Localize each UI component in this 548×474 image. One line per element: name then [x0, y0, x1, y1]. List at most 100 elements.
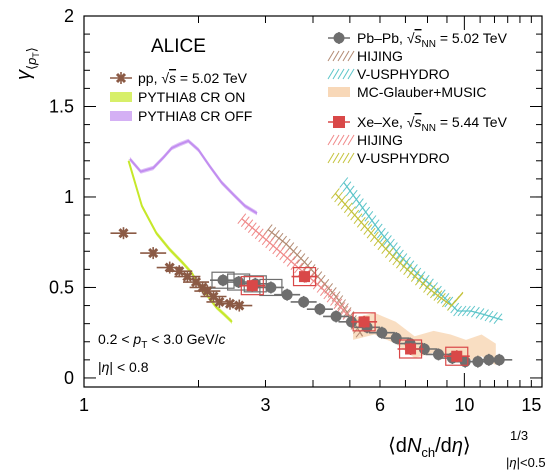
hatch-xe-xe-v-usphydro — [343, 202, 353, 214]
hatch-xe-xe-v-usphydro — [388, 251, 398, 263]
hatch-xe-xe-v-usphydro — [423, 282, 432, 293]
series-layer — [110, 138, 513, 368]
y-axis-title: γ⟨pT⟩ — [13, 47, 41, 80]
legend-label-v-usphydro: V-USPHYDRO — [357, 150, 450, 166]
hatch-xe-xe-v-usphydro — [340, 198, 350, 210]
y-tick-label: 1 — [64, 187, 74, 207]
series-xe-xe-snn-5-44-tev — [239, 267, 470, 366]
legend-swatch-hijing — [327, 50, 355, 62]
legend-swatch-v-usphydro — [327, 152, 355, 164]
hatch-xe-xe-v-usphydro — [337, 195, 347, 206]
hatch-xe-xe-v-usphydro — [385, 247, 394, 259]
legend-label-hijing: HIJING — [357, 48, 403, 64]
hatch-xe-xe-v-usphydro — [334, 191, 343, 203]
point-pb-pb-snn-5-02-tev — [486, 353, 513, 366]
legend-swatch-v-usphydro — [327, 68, 355, 80]
hatch-xe-xe-hijing — [283, 252, 292, 264]
hatch-pb-pb-v-usphydro — [367, 215, 377, 226]
hatch-pb-pb-v-usphydro — [480, 309, 489, 320]
hatch-pb-pb-v-usphydro — [395, 249, 404, 261]
hatch-pb-pb-v-usphydro — [339, 177, 349, 188]
hatch-pb-pb-v-usphydro — [433, 285, 442, 297]
line-pythia8-cr-off — [129, 139, 258, 215]
legend-label-v-usphydro: V-USPHYDRO — [357, 66, 450, 82]
hatch-xe-xe-hijing — [254, 228, 264, 240]
point-xe-xe-snn-5-44-tev — [397, 339, 424, 359]
hatch-xe-xe-v-usphydro — [437, 292, 446, 304]
point-pb-pb-snn-5-02-tev — [290, 295, 317, 308]
legend-label-pp-s-5-02-tev: pp, √s = 5.02 TeV — [138, 70, 248, 86]
series-xe-xe-hijing — [237, 213, 355, 324]
hatch-pb-pb-v-usphydro — [370, 219, 380, 231]
hatch-pb-pb-hijing — [334, 295, 344, 306]
line-pb-pb-v-usphydro — [343, 182, 503, 321]
hatch-xe-xe-v-usphydro — [399, 261, 409, 272]
hatch-pb-pb-hijing — [340, 303, 349, 314]
hatch-pb-pb-v-usphydro — [386, 238, 395, 250]
hatch-xe-xe-hijing — [326, 291, 336, 303]
point-xe-xe-snn-5-44-tev — [291, 267, 318, 287]
line-xe-xe-v-usphydro — [334, 192, 464, 307]
hatch-pb-pb-hijing — [303, 260, 313, 272]
hatch-xe-xe-v-usphydro — [442, 296, 451, 308]
svg-text:⟨dNch/dη⟩: ⟨dNch/dη⟩ — [388, 435, 471, 460]
hatch-pb-pb-v-usphydro — [380, 231, 389, 243]
hatch-xe-xe-hijing — [309, 275, 318, 287]
hatch-pb-pb-v-usphydro — [436, 289, 446, 301]
legend-swatch-mc-glauber-music — [328, 87, 350, 97]
hatch-xe-xe-hijing — [265, 237, 275, 249]
hatch-xe-xe-hijing — [312, 278, 322, 290]
hatch-pb-pb-v-usphydro — [471, 306, 480, 318]
x-tick-label: 6 — [375, 395, 385, 415]
hatch-xe-xe-v-usphydro — [433, 290, 443, 301]
hatch-xe-xe-v-usphydro — [392, 254, 402, 266]
hatch-xe-xe-v-usphydro — [426, 284, 436, 296]
hatch-xe-xe-hijing — [333, 298, 343, 310]
series-pp-s-5-02-tev — [110, 227, 253, 312]
hatch-xe-xe-v-usphydro — [350, 209, 360, 221]
legend-swatch-pb-pb-snn-5-02-tev — [328, 32, 350, 44]
x-axis-title: ⟨dNch/dη⟩ 1/3 |η|<0.5 — [388, 428, 546, 470]
hatch-pb-pb-v-usphydro — [345, 185, 355, 197]
hatch-xe-xe-v-usphydro — [370, 231, 379, 243]
point-pp-s-5-02-tev — [226, 299, 253, 312]
x-tick-label: 3 — [260, 395, 270, 415]
hatch-xe-xe-hijing — [279, 249, 289, 261]
hatch-xe-xe-v-usphydro — [363, 224, 373, 235]
point-pb-pb-snn-5-02-tev — [257, 278, 284, 297]
hatch-xe-xe-v-usphydro — [419, 278, 428, 290]
hatch-xe-xe-v-usphydro — [410, 271, 420, 282]
y-tick-label: 0 — [64, 368, 74, 388]
legend-swatch-pythia8-cr-on — [110, 92, 132, 102]
hatch-pb-pb-v-usphydro — [373, 223, 383, 235]
point-pb-pb-snn-5-02-tev — [274, 288, 301, 301]
hatch-xe-xe-hijing — [339, 305, 349, 317]
hatch-xe-xe-hijing — [286, 256, 296, 267]
hatch-xe-xe-v-usphydro — [430, 287, 439, 299]
legend-swatch-xe-xe-snn-5-44-tev — [328, 116, 350, 128]
hatch-xe-xe-hijing — [261, 234, 271, 246]
y-tick-label: 1.5 — [49, 96, 74, 116]
hatch-xe-xe-hijing — [244, 219, 254, 231]
point-pb-pb-snn-5-02-tev — [368, 326, 395, 339]
annotation-eta-range: |η| < 0.8 — [98, 359, 149, 375]
hatch-xe-xe-hijing — [258, 231, 268, 243]
hatch-pb-pb-v-usphydro — [444, 296, 454, 308]
hatch-xe-xe-v-usphydro — [406, 267, 416, 279]
legend-label-hijing: HIJING — [357, 132, 403, 148]
hatch-pb-pb-v-usphydro — [364, 210, 374, 222]
point-xe-xe-snn-5-44-tev — [351, 312, 378, 332]
hatch-pb-pb-v-usphydro — [342, 181, 352, 193]
hatch-xe-xe-v-usphydro — [353, 213, 363, 225]
legend-label-mc-glauber-music: MC-Glauber+MUSIC — [357, 84, 487, 100]
hatch-xe-xe-hijing — [268, 240, 278, 252]
point-xe-xe-snn-5-44-tev — [239, 276, 266, 296]
x-tick-label: 15 — [521, 395, 541, 415]
hatch-xe-xe-hijing — [316, 282, 326, 293]
hatch-pb-pb-hijing — [300, 256, 309, 268]
hatch-xe-xe-hijing — [240, 216, 250, 228]
hatch-pb-pb-v-usphydro — [351, 194, 361, 205]
point-xe-xe-snn-5-44-tev — [443, 346, 470, 366]
hatch-pb-pb-v-usphydro — [383, 235, 392, 246]
hatch-pb-pb-v-usphydro — [493, 313, 503, 325]
